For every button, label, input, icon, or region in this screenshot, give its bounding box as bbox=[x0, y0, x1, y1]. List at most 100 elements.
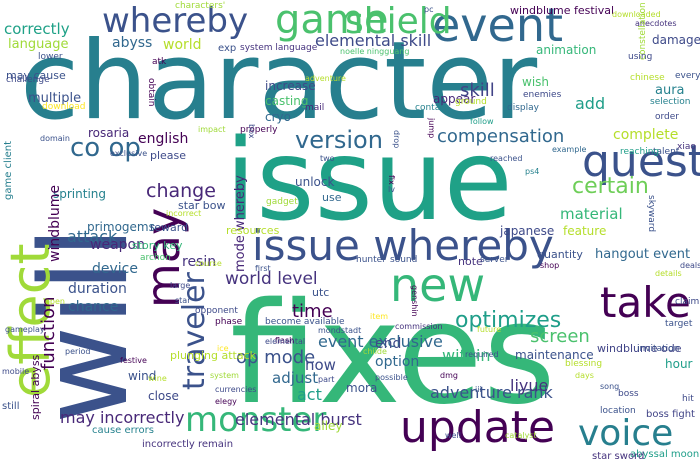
word-cloud-word: aura bbox=[655, 83, 685, 98]
word-cloud-word: catalyst bbox=[505, 431, 537, 440]
word-cloud-word: wish bbox=[522, 75, 550, 89]
word-cloud-word: op mode bbox=[236, 347, 316, 368]
word-cloud-word: cause errors bbox=[92, 425, 154, 436]
word-cloud-word: monster bbox=[185, 400, 327, 440]
word-cloud-word: hour bbox=[665, 357, 693, 371]
word-cloud-word: details bbox=[655, 269, 682, 278]
word-cloud-word: windblume bbox=[47, 185, 63, 262]
word-cloud-word: days bbox=[575, 371, 594, 380]
word-cloud-word: impact bbox=[198, 125, 226, 134]
word-cloud-word: contact bbox=[415, 103, 449, 113]
word-cloud-word: using bbox=[628, 52, 653, 62]
word-cloud-word: elemental bbox=[265, 337, 306, 346]
word-cloud-word: take bbox=[600, 278, 691, 327]
word-cloud-word: within bbox=[442, 346, 491, 365]
word-cloud-word: atk bbox=[152, 57, 167, 67]
word-cloud-word: two bbox=[320, 154, 335, 163]
word-cloud-word: complete bbox=[613, 127, 679, 143]
word-cloud-word: xiao bbox=[677, 142, 696, 152]
word-cloud-word: download bbox=[42, 102, 86, 112]
word-cloud-word: required bbox=[465, 350, 499, 359]
word-cloud-word: iii bbox=[475, 385, 482, 394]
word-cloud-word: unlock bbox=[295, 175, 335, 189]
word-cloud-word: chinese bbox=[630, 73, 665, 83]
word-cloud-word: issue whereby bbox=[252, 221, 554, 270]
word-cloud-word: incorrect bbox=[166, 209, 202, 218]
word-cloud-word: star bow bbox=[178, 199, 226, 212]
word-cloud-word: utc bbox=[312, 286, 330, 299]
word-cloud-word: please bbox=[150, 149, 187, 162]
word-cloud-word: elegy bbox=[215, 397, 237, 406]
word-cloud-word: fix bbox=[387, 175, 396, 185]
word-cloud-word: shop bbox=[540, 261, 560, 270]
word-cloud-word: optimizes bbox=[455, 308, 562, 333]
word-cloud-word: use bbox=[322, 191, 342, 204]
word-cloud-word: now bbox=[305, 356, 336, 374]
word-cloud-word: game client bbox=[3, 140, 14, 200]
word-cloud-word: language bbox=[8, 37, 69, 52]
word-cloud-word: game bbox=[275, 0, 389, 43]
word-cloud-word: wind bbox=[128, 369, 157, 383]
word-cloud-word: may incorrectly bbox=[60, 408, 185, 427]
word-cloud-word: mobile bbox=[2, 367, 30, 376]
word-cloud-word: exclusive bbox=[110, 149, 148, 158]
word-cloud-word: adventure bbox=[305, 74, 346, 83]
word-cloud-word: become available bbox=[265, 317, 345, 327]
word-cloud-word: item bbox=[370, 312, 389, 321]
word-cloud-word: reached bbox=[490, 154, 523, 163]
word-cloud-word: talent bbox=[653, 147, 680, 157]
word-cloud-word: blessing bbox=[565, 359, 603, 369]
word-cloud-word: material bbox=[560, 205, 623, 223]
word-cloud-word: note bbox=[458, 255, 483, 268]
word-cloud-word: reward bbox=[150, 221, 189, 234]
word-cloud-word: server bbox=[480, 255, 509, 265]
word-cloud-word: hangout event bbox=[595, 247, 691, 262]
word-cloud-word: english bbox=[138, 131, 189, 147]
word-cloud-word: childe bbox=[363, 347, 387, 356]
word-cloud-word: properly bbox=[240, 125, 278, 135]
word-cloud-word: system language bbox=[240, 43, 318, 53]
word-cloud-word: appear bbox=[433, 92, 476, 106]
word-cloud-word: first bbox=[255, 264, 271, 273]
word-cloud-word: incorrectly remain bbox=[142, 439, 234, 450]
word-cloud-word: downloaded bbox=[612, 10, 661, 19]
word-cloud-word: sprinting bbox=[53, 187, 107, 201]
word-cloud-word: character bbox=[20, 19, 538, 144]
word-cloud-word: attack bbox=[67, 227, 118, 246]
word-cloud-word: elemental burst bbox=[235, 410, 362, 429]
word-cloud-word: event bbox=[432, 0, 564, 52]
word-cloud-word: abyss bbox=[112, 35, 153, 51]
word-cloud-word: primogems bbox=[87, 220, 155, 234]
word-cloud-word: skyward bbox=[646, 195, 656, 233]
word-cloud-word: act bbox=[297, 385, 322, 404]
word-cloud-word: star bbox=[175, 296, 191, 305]
word-cloud-word: option bbox=[375, 354, 420, 370]
word-cloud-word: possible bbox=[375, 373, 408, 382]
word-cloud-word: close bbox=[148, 389, 179, 403]
word-cloud-word: mora bbox=[346, 381, 378, 395]
word-cloud-word: gadget bbox=[266, 197, 298, 207]
word-cloud-word: part bbox=[318, 375, 335, 384]
word-cloud-word: update bbox=[400, 402, 556, 453]
word-cloud-word: enemies bbox=[523, 90, 562, 100]
word-cloud-word: course bbox=[195, 259, 222, 268]
word-cloud-word: every bbox=[675, 71, 700, 81]
word-cloud-word: domain bbox=[40, 134, 70, 143]
word-cloud-word: adjust bbox=[272, 369, 319, 387]
word-cloud-word: version bbox=[295, 126, 383, 154]
word-cloud-word: obtain bbox=[146, 78, 156, 107]
word-cloud-word: time bbox=[292, 301, 333, 322]
word-cloud-word: future bbox=[477, 325, 502, 334]
word-cloud-word: ice bbox=[217, 344, 229, 353]
word-cloud-word: selection bbox=[650, 97, 691, 107]
word-cloud-word: anecdotes bbox=[635, 19, 677, 28]
word-cloud-word: box bbox=[247, 124, 256, 139]
word-cloud-word: abyssal moon bbox=[630, 449, 700, 460]
word-cloud-word: characters' bbox=[175, 1, 226, 11]
word-cloud-word: event exclusive bbox=[318, 332, 443, 351]
word-cloud-word: drop bbox=[392, 130, 401, 149]
word-cloud-word: phase bbox=[215, 317, 243, 327]
word-cloud-word: song bbox=[600, 382, 620, 391]
word-cloud-word: order bbox=[655, 112, 679, 122]
word-cloud-word: quest bbox=[582, 136, 700, 187]
